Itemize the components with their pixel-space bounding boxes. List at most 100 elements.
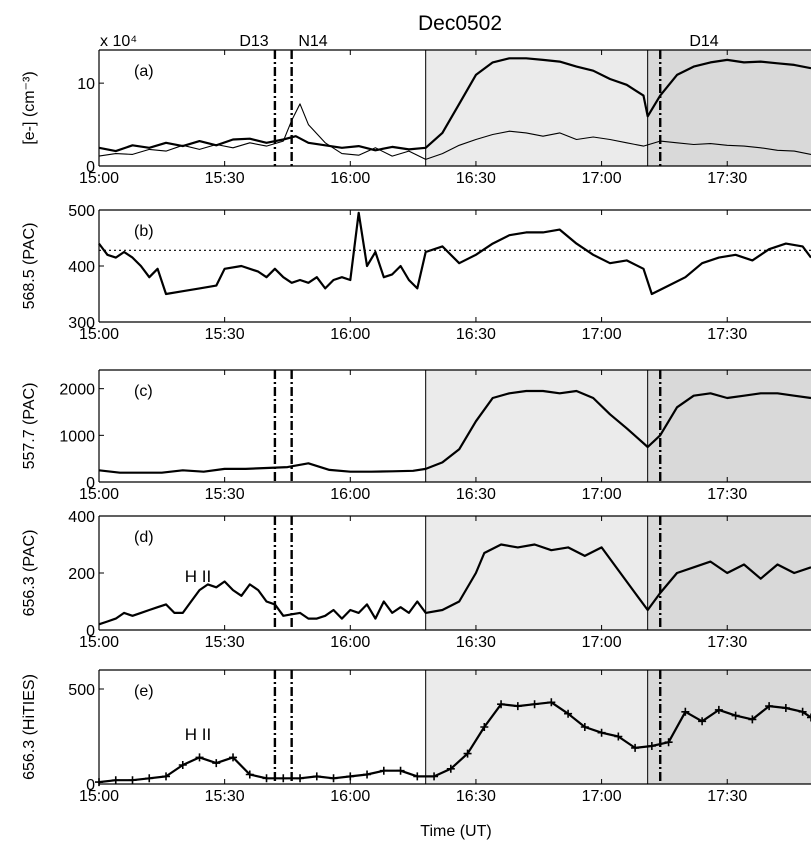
data-line-a-thick bbox=[98, 57, 811, 153]
data-point-e bbox=[681, 707, 690, 716]
data-point-e bbox=[731, 711, 740, 720]
data-point-e bbox=[807, 713, 811, 722]
x-tick-label-c: 16:00 bbox=[330, 486, 370, 503]
data-point-e bbox=[245, 770, 254, 779]
data-point-e bbox=[312, 772, 321, 781]
shaded-region-d-1 bbox=[425, 516, 648, 630]
y-tick-label-d: 400 bbox=[68, 509, 95, 526]
x-tick-label-b: 17:30 bbox=[707, 326, 747, 343]
marker-label-n14: N14 bbox=[298, 33, 327, 50]
data-point-e bbox=[195, 753, 204, 762]
y-tick-label-b: 300 bbox=[68, 315, 95, 332]
data-point-e bbox=[597, 728, 606, 737]
x-tick-label-b: 15:30 bbox=[205, 326, 245, 343]
x-tick-label-a: 15:00 bbox=[79, 170, 119, 187]
data-point-e bbox=[363, 770, 372, 779]
shaded-region-a-1 bbox=[425, 50, 648, 166]
x-tick-label-c: 17:00 bbox=[582, 486, 622, 503]
data-point-e bbox=[446, 764, 455, 773]
x-tick-label-a: 15:30 bbox=[205, 170, 245, 187]
x-tick-label-d: 16:00 bbox=[330, 634, 370, 651]
x-tick-label-e: 17:30 bbox=[707, 788, 747, 805]
x-tick-label-e: 17:00 bbox=[582, 788, 622, 805]
data-point-e bbox=[781, 704, 790, 712]
data-point-e bbox=[580, 723, 589, 731]
y-axis-label-a: [e-] (cm⁻³) bbox=[21, 71, 38, 144]
y-axis-label-e: 656.3 (HiTIES) bbox=[21, 674, 38, 780]
panel-label-c: (c) bbox=[134, 383, 153, 400]
y-tick-label-b: 400 bbox=[68, 259, 95, 276]
x-tick-label-b: 17:00 bbox=[582, 326, 622, 343]
panel-d: 15:00 15:30 16:00 16:30 17:00 17:30 0 200 400 (d)… bbox=[21, 509, 811, 651]
panel-e: 15:00 15:30 16:00 16:30 17:00 17:30 0 500 (e) 656… bbox=[21, 669, 811, 805]
data-line-b-thick bbox=[98, 211, 811, 296]
x-tick-label-c: 15:00 bbox=[79, 486, 119, 503]
data-point-e bbox=[145, 774, 154, 783]
y-tick-label-a: 10 bbox=[77, 76, 95, 93]
x-tick-label-c: 16:30 bbox=[456, 486, 496, 503]
data-line-e-thick bbox=[98, 701, 811, 784]
data-point-e bbox=[513, 702, 522, 711]
shaded-region-a-2 bbox=[647, 50, 811, 166]
panel-a-scale-note: x 10⁴ bbox=[100, 33, 137, 50]
data-point-e bbox=[178, 761, 187, 769]
marker-label-d13: D13 bbox=[239, 33, 268, 50]
y-tick-label-a: 0 bbox=[86, 159, 95, 176]
x-tick-label-e: 16:00 bbox=[330, 788, 370, 805]
data-point-e bbox=[329, 774, 338, 783]
x-tick-label-b: 16:30 bbox=[456, 326, 496, 343]
panel-label-e: (e) bbox=[134, 683, 154, 700]
data-line-c-thick bbox=[98, 389, 811, 474]
x-tick-label-a: 16:30 bbox=[456, 170, 496, 187]
y-tick-label-c: 0 bbox=[86, 475, 95, 492]
y-tick-label-c: 1000 bbox=[59, 428, 95, 445]
y-tick-label-e: 500 bbox=[68, 682, 95, 699]
panel-label-d: (d) bbox=[134, 529, 154, 546]
x-tick-label-e: 15:00 bbox=[79, 788, 119, 805]
x-tick-label-d: 17:00 bbox=[582, 634, 622, 651]
data-point-e bbox=[229, 753, 238, 762]
x-tick-label-d: 15:00 bbox=[79, 634, 119, 651]
panel-b: 15:00 15:30 16:00 16:30 17:00 17:30 300 400 500 (… bbox=[21, 203, 811, 343]
shaded-region-e-1 bbox=[425, 670, 648, 784]
y-axis-label-d: 656.3 (PAC) bbox=[21, 530, 38, 617]
data-point-e bbox=[530, 700, 539, 709]
x-tick-label-a: 16:00 bbox=[330, 170, 370, 187]
data-point-e bbox=[664, 738, 673, 747]
data-point-e bbox=[162, 772, 171, 781]
y-tick-label-c: 2000 bbox=[59, 382, 95, 399]
data-point-e bbox=[413, 772, 422, 781]
y-axis-label-c: 557.7 (PAC) bbox=[21, 383, 38, 470]
panel-c: 15:00 15:30 16:00 16:30 17:00 17:30 0 1000 2000 (… bbox=[21, 369, 811, 503]
shaded-region-c-1 bbox=[425, 370, 648, 482]
annotation-e: H II bbox=[185, 725, 211, 744]
panel-a: 15:00 15:30 16:00 16:30 17:00 17:30 0 10 (a) [e-]… bbox=[21, 49, 811, 187]
shaded-region-c-2 bbox=[647, 370, 811, 482]
data-point-e bbox=[463, 749, 472, 758]
data-point-e bbox=[279, 774, 288, 783]
y-tick-label-b: 500 bbox=[68, 203, 95, 220]
data-point-e bbox=[212, 759, 221, 768]
data-point-e bbox=[296, 774, 305, 783]
data-point-e bbox=[765, 702, 774, 711]
data-point-e bbox=[128, 776, 137, 785]
marker-label-d14: D14 bbox=[689, 33, 718, 50]
panels-layer: 15:00 15:30 16:00 16:30 17:00 17:30 0 10 (a) [e-]… bbox=[21, 49, 811, 805]
x-tick-label-b: 16:00 bbox=[330, 326, 370, 343]
y-axis-label-b: 568.5 (PAC) bbox=[21, 223, 38, 310]
data-point-e bbox=[631, 743, 640, 752]
x-tick-label-d: 17:30 bbox=[707, 634, 747, 651]
panel-label-b: (b) bbox=[134, 223, 154, 240]
y-tick-label-d: 200 bbox=[68, 566, 95, 583]
shaded-region-e-2 bbox=[647, 670, 811, 784]
x-tick-label-a: 17:00 bbox=[582, 170, 622, 187]
annotation-d: H II bbox=[185, 567, 211, 586]
data-line-a-thin bbox=[98, 103, 811, 160]
x-tick-label-b: 15:00 bbox=[79, 326, 119, 343]
data-point-e bbox=[480, 723, 489, 731]
x-tick-label-c: 17:30 bbox=[707, 486, 747, 503]
x-tick-label-e: 15:30 bbox=[205, 788, 245, 805]
data-point-e bbox=[614, 732, 623, 741]
chart-title: Dec0502 bbox=[418, 12, 502, 35]
